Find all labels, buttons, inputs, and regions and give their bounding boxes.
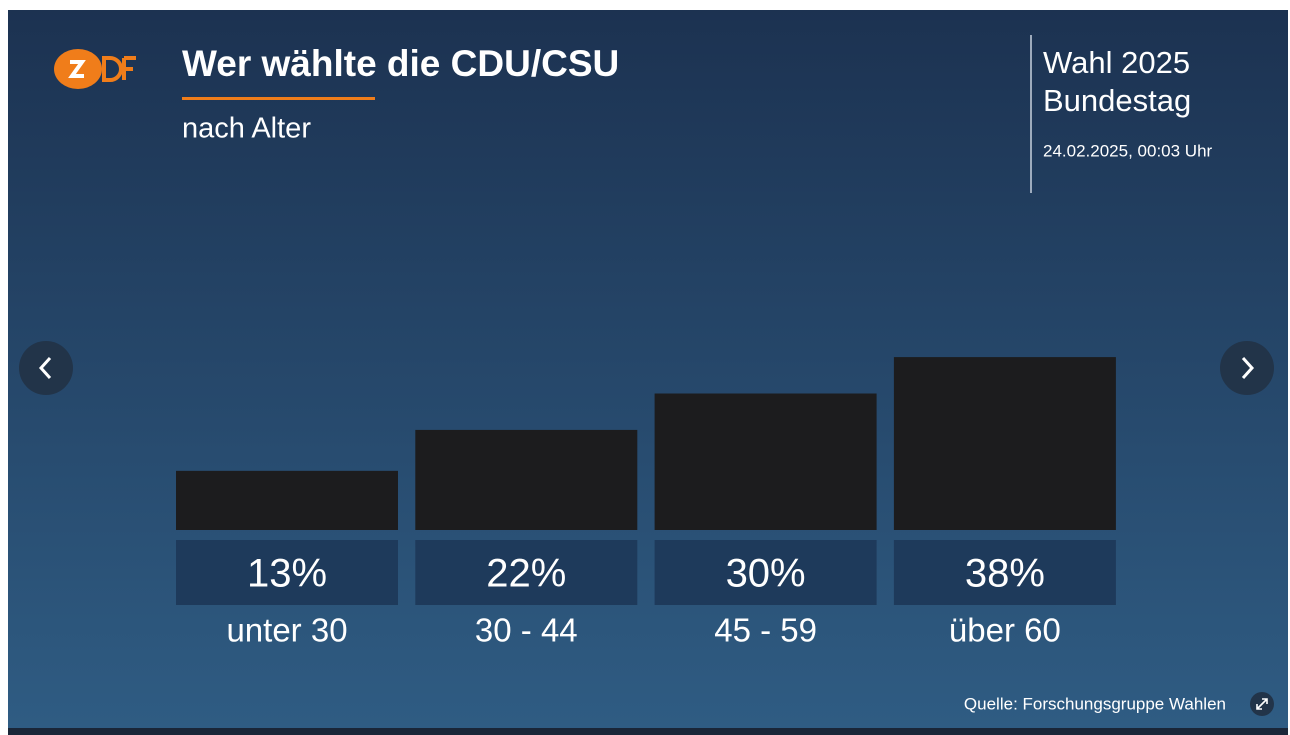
title-underline (182, 97, 375, 100)
label-box (893, 540, 1116, 605)
value-label: 38% (965, 552, 1045, 596)
source: Quelle: Forschungsgruppe Wahlen (964, 694, 1226, 713)
bar (176, 470, 398, 530)
label-box (176, 540, 398, 605)
date: 24.02.2025, 00:03 Uhr (1043, 141, 1213, 160)
bar (893, 357, 1116, 530)
x-tick-label: unter 30 (226, 612, 347, 649)
x-tick-label: über 60 (949, 612, 1061, 649)
next-button[interactable] (1220, 341, 1274, 395)
prev-button[interactable] (19, 341, 73, 395)
logo (54, 49, 136, 89)
chart-subtitle: nach Alter (182, 113, 311, 145)
value-label: 13% (247, 552, 327, 596)
label-box (415, 540, 638, 605)
x-tick-label: 30 - 44 (475, 612, 578, 649)
brand-line: Bundestag (1043, 83, 1191, 118)
chart-title: Wer wählte die CDU/CSU (182, 43, 619, 84)
brand-line: Wahl 2025 (1043, 45, 1190, 80)
bar (654, 393, 877, 530)
bar (415, 429, 638, 530)
value-label: 30% (726, 552, 806, 596)
x-tick-label: 45 - 59 (714, 612, 817, 649)
label-box (654, 540, 877, 605)
expand-button[interactable] (1250, 692, 1274, 716)
bottom-strip (8, 728, 1288, 735)
value-label: 22% (486, 552, 566, 596)
